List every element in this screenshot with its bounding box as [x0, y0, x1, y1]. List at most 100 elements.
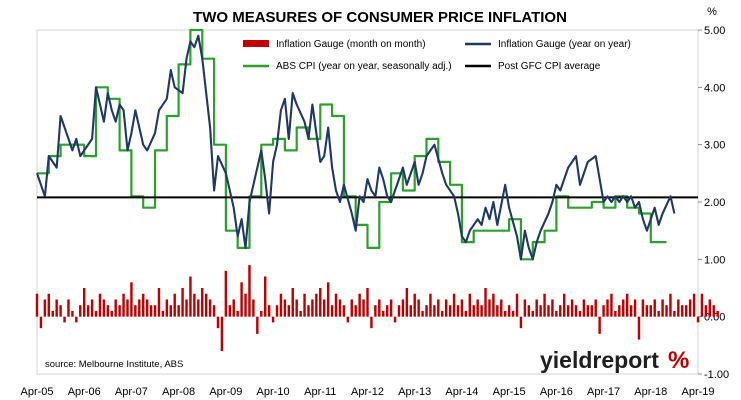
mom-bar — [323, 299, 326, 317]
mom-bar — [476, 299, 479, 317]
mom-bar — [275, 305, 279, 317]
mom-bar — [484, 288, 487, 317]
mom-bar — [606, 299, 609, 317]
x-axis: Apr-05 Apr-06 Apr-07 Apr-08 Apr-09 Apr-10 Apr-… — [20, 386, 714, 398]
mom-bar — [444, 299, 448, 317]
mom-bar — [598, 316, 601, 334]
brand-symbol: % — [668, 347, 689, 374]
mom-bar — [566, 305, 570, 317]
mom-bar — [43, 299, 47, 317]
mom-bar — [511, 310, 515, 317]
mom-bar — [496, 305, 499, 317]
mom-bar — [303, 293, 306, 317]
x-tick-label: Apr-17 — [587, 386, 620, 398]
legend-label-mom: Inflation Gauge (month on month) — [276, 39, 426, 50]
y-tick-label: -1.00 — [704, 369, 729, 381]
mom-bar — [657, 310, 660, 317]
mom-bar — [559, 305, 562, 317]
mom-bar — [114, 299, 117, 317]
mom-bar — [500, 299, 503, 317]
mom-bar — [236, 310, 239, 317]
mom-bar — [149, 305, 153, 317]
mom-bar — [193, 293, 196, 317]
mom-bar — [157, 288, 161, 317]
mom-bar — [350, 299, 353, 317]
mom-bar — [161, 310, 165, 317]
legend-label-yoy: Inflation Gauge (year on year) — [498, 39, 631, 50]
mom-bar — [425, 305, 428, 317]
y-tick-label: 2.00 — [704, 197, 725, 209]
mom-bar — [437, 299, 440, 317]
mom-bar — [283, 299, 287, 317]
legend-label-gfc: Post GFC CPI average — [498, 61, 601, 72]
mom-bar — [279, 293, 283, 317]
mom-bars — [35, 265, 719, 352]
y-axis: 5.004.003.002.001.000.00-1.00 — [698, 25, 729, 381]
mom-bar — [645, 305, 649, 317]
mom-bar — [173, 293, 176, 317]
mom-bar — [448, 305, 452, 317]
mom-bar — [63, 316, 66, 323]
mom-bar — [413, 293, 416, 317]
mom-bar — [110, 310, 113, 317]
mom-bar — [244, 293, 247, 317]
mom-bar — [551, 299, 554, 317]
mom-bar — [382, 310, 385, 317]
mom-bar — [661, 299, 664, 317]
mom-bar — [232, 299, 235, 317]
mom-bar — [55, 299, 58, 317]
y-tick-label: 3.00 — [704, 140, 725, 152]
chart-title: TWO MEASURES OF CONSUMER PRICE INFLATION — [193, 9, 567, 26]
mom-bar — [401, 299, 405, 317]
x-tick-label: Apr-07 — [115, 386, 148, 398]
x-tick-label: Apr-14 — [445, 386, 478, 398]
mom-bar — [641, 299, 645, 317]
mom-bar — [75, 316, 78, 323]
mom-bar — [653, 299, 656, 317]
mom-bar — [488, 299, 491, 317]
mom-bar — [480, 305, 483, 317]
x-tick-label: Apr-19 — [681, 386, 714, 398]
mom-bar — [94, 310, 98, 317]
mom-bar — [319, 288, 322, 317]
mom-bar — [716, 310, 719, 317]
mom-bar — [307, 305, 310, 317]
mom-bar — [295, 299, 298, 317]
mom-bar — [256, 316, 259, 334]
mom-bar — [90, 299, 94, 317]
mom-bar — [684, 305, 688, 317]
mom-bar — [637, 316, 641, 340]
mom-bar — [374, 305, 377, 317]
legend-swatch-mom — [243, 40, 269, 47]
mom-bar — [311, 299, 314, 317]
mom-bar — [82, 288, 86, 317]
mom-bar — [366, 288, 369, 317]
x-tick-label: Apr-09 — [209, 386, 242, 398]
mom-bar — [240, 282, 243, 317]
mom-bar — [669, 293, 672, 317]
abs-cpi-line — [37, 28, 667, 261]
mom-bar — [201, 288, 204, 317]
mom-bar — [519, 316, 523, 329]
source-note: source: Melbourne Institute, ABS — [45, 359, 183, 370]
mom-bar — [334, 293, 338, 317]
mom-bar — [610, 293, 613, 317]
mom-bar — [169, 305, 172, 317]
legend: Inflation Gauge (month on month) Inflati… — [243, 39, 631, 72]
mom-bar — [378, 299, 381, 317]
mom-bar — [594, 299, 597, 317]
x-tick-label: Apr-12 — [351, 386, 384, 398]
mom-bar — [122, 293, 125, 317]
mom-bar — [177, 305, 180, 317]
mom-bar — [118, 305, 121, 317]
mom-bar — [531, 310, 534, 317]
mom-bar — [326, 282, 330, 317]
mom-bar — [590, 305, 593, 317]
mom-bar — [704, 305, 708, 317]
mom-bar — [543, 293, 546, 317]
mom-bar — [228, 305, 232, 317]
y-tick-label: 1.00 — [704, 254, 725, 266]
mom-bar — [570, 299, 574, 317]
y-axis-unit: % — [707, 6, 717, 18]
mom-bar — [287, 305, 291, 317]
